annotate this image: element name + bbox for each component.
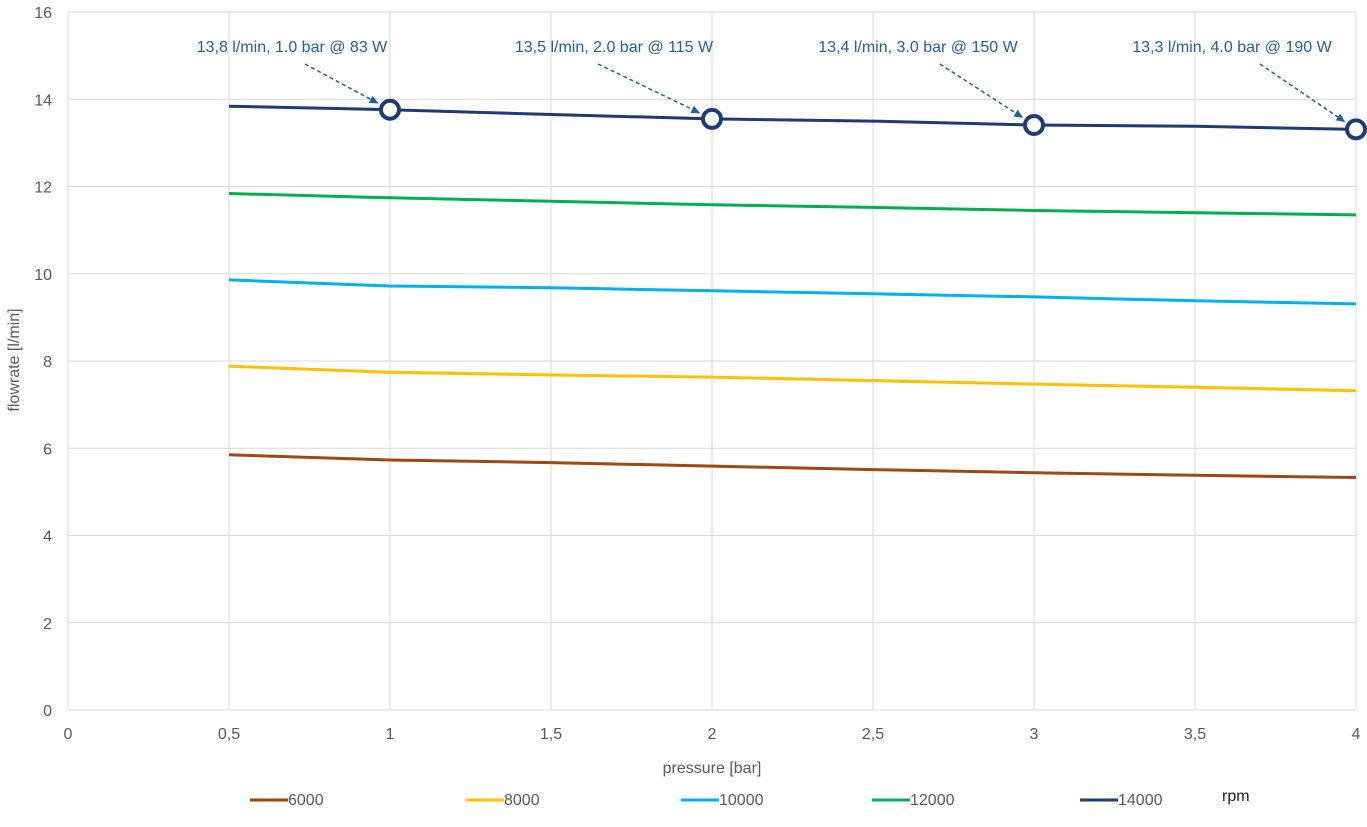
legend-label-14000: 14000: [1118, 792, 1163, 809]
y-tick-label: 16: [34, 5, 52, 22]
annotation-marker: [1345, 118, 1367, 141]
legend-label-6000: 6000: [288, 792, 324, 809]
y-tick-label: 0: [43, 703, 52, 720]
annotation-label: 13,5 l/min, 2.0 bar @ 115 W: [515, 39, 714, 56]
annotation-marker: [379, 98, 401, 121]
series-line-12000: [228, 192, 1357, 217]
x-tick-label: 0,5: [218, 726, 240, 743]
annotation-arrow: [1259, 63, 1346, 123]
annotation-marker: [701, 107, 723, 130]
y-tick-label: 4: [43, 529, 52, 546]
x-tick-label: 1,5: [540, 726, 562, 743]
series-line-8000: [228, 364, 1357, 393]
legend-unit-label: rpm: [1222, 788, 1250, 805]
y-axis-label: flowrate [l/min]: [6, 308, 23, 411]
x-tick-label: 2: [708, 726, 717, 743]
y-tick-label: 8: [43, 354, 52, 371]
y-tick-label: 6: [43, 441, 52, 458]
annotations: 13,8 l/min, 1.0 bar @ 83 W 13,5 l/min, 2.…: [197, 39, 1367, 141]
annotation-arrow: [939, 63, 1024, 118]
x-tick-label: 4: [1352, 726, 1361, 743]
y-tick-labels: 0 2 4 6 8 10 12 14 16: [34, 5, 52, 720]
y-tick-label: 10: [34, 267, 52, 284]
y-tick-label: 14: [34, 92, 52, 109]
x-axis-label: pressure [bar]: [663, 760, 762, 777]
series-line-10000: [228, 278, 1357, 306]
x-tick-labels: 0 0,5 1 1,5 2 2,5 3 3,5 4: [64, 726, 1361, 743]
series-lines: [228, 104, 1357, 479]
annotation-label: 13,4 l/min, 3.0 bar @ 150 W: [818, 39, 1018, 56]
y-tick-label: 2: [43, 616, 52, 633]
annotation-label: 13,3 l/min, 4.0 bar @ 190 W: [1132, 39, 1332, 56]
y-tick-label: 12: [34, 180, 52, 197]
legend: 6000 8000 10000 12000 14000 rpm: [250, 788, 1250, 809]
x-tick-label: 2,5: [862, 726, 884, 743]
annotation-label: 13,8 l/min, 1.0 bar @ 83 W: [197, 39, 388, 56]
x-tick-label: 1: [386, 726, 395, 743]
x-tick-label: 0: [64, 726, 73, 743]
x-tick-label: 3: [1030, 726, 1039, 743]
legend-label-8000: 8000: [504, 792, 540, 809]
series-line-14000: [228, 104, 1357, 131]
legend-label-10000: 10000: [719, 792, 764, 809]
annotation-arrow: [304, 63, 379, 104]
x-tick-label: 3,5: [1184, 726, 1206, 743]
legend-label-12000: 12000: [910, 792, 955, 809]
series-line-6000: [228, 453, 1357, 479]
annotation-arrow: [597, 63, 701, 114]
annotation-marker: [1023, 113, 1045, 136]
grid: [67, 11, 1357, 711]
